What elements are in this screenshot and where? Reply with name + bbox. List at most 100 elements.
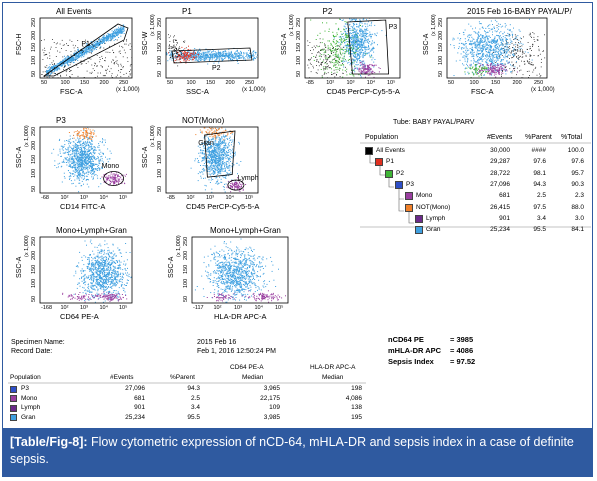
hier-row-parent: 2.5 [536,192,546,200]
plot-5-yscale: (x 1,000) [24,125,30,147]
hier-row-name: Gran [426,226,441,234]
plot-4-xtick: 150 [491,80,501,86]
hier-row-events: 25,234 [490,226,510,234]
plot-4-ytick: 50 [438,70,444,77]
plot-2-ytick: 100 [157,55,163,65]
plot-4-title: 2015 Feb 16-BABY PAYAL/P/ [467,7,572,16]
plot-6-yscale: (x 1,000) [150,125,156,147]
plot-2-xtick: 250 [245,80,255,86]
plot-2-xscale: (x 1,000) [242,87,266,93]
hier-swatch [405,203,413,212]
summary-value: = 3985 [450,335,474,344]
plot-8-frame [191,236,289,304]
hier-row-total: 97.6 [571,158,584,166]
plot-5-ytick: 50 [31,185,37,192]
plot-8-xtick: 10⁴ [254,305,263,311]
hier-row-name: NOT(Mono) [416,203,451,211]
plot-7-xlabel: CD64 PE-A [60,312,99,321]
plot-7-ytick: 100 [31,278,37,288]
gate-mono [103,171,124,186]
plot-3-ylabel: SSC-A [281,33,288,56]
mono-cloud [469,62,518,78]
plot-8-points [194,238,286,303]
stats-row-events: 681 [134,394,145,402]
stats-swatch [10,385,17,393]
plot-3 [304,17,401,79]
stats-swatch [10,404,17,412]
hier-row-events: 28,722 [490,169,510,177]
hier-row-total: 3.0 [574,214,584,222]
plot-3-xtick: 10³ [346,80,355,86]
summary-label: mHLA-DR APC [388,346,442,355]
plot-8-xtick: 10² [213,305,222,311]
hier-header-total: %Total [561,134,583,141]
hier-row-name: Lymph [426,214,446,222]
plot-1-ytick: 150 [31,42,37,52]
stats-row-name: Gran [21,413,36,421]
gate-label-p1: P1 [81,40,90,48]
plot-1-xtick: 50 [41,80,48,86]
summary-value: = 97.52 [450,357,476,366]
plot-6-ylabel: SSC-A [142,146,149,168]
stats-row-parent: 3.4 [190,404,200,411]
summary-label: nCD64 PE [388,335,424,344]
plot-4-xlabel: FSC-A [471,87,494,96]
orange-cloud [68,127,97,140]
stats-row-events: 27,096 [125,385,145,392]
plot-4-yscale: (x 1,000) [431,14,437,36]
hier-row-total: 90.3 [571,180,584,188]
stats-row-name: Lymph [21,404,41,411]
hier-swatch [415,226,423,235]
plot-7-ytick: 200 [31,250,37,260]
tube-label: Tube: BABY PAYAL/PARV [393,119,475,126]
plot-5 [39,126,133,194]
plot-5-ytick: 200 [31,140,37,150]
plot-8 [191,236,289,304]
plot-4-ytick: 100 [438,55,444,65]
gate-p1 [42,23,129,77]
stats-header: #Events [110,374,134,381]
hier-row-parent: 97.6 [533,158,546,166]
gran-cloud [194,238,279,303]
plot-5-xtick: 10⁵ [119,195,128,201]
caption-text: Flow cytometric expression of nCD-64, mH… [10,435,574,466]
stats-header-line1: HLA-DR APC-A [310,364,356,371]
flow-plots [39,17,548,304]
gran-cloud [190,128,242,193]
plot-7-xtick: 10³ [80,305,88,311]
plot-5-ytick: 150 [31,154,37,164]
plot-1-xtick: 100 [60,80,70,86]
summary-value: = 4086 [450,346,474,355]
plot-7-ytick: 50 [31,295,37,302]
plot-7 [39,236,133,304]
plot-1 [39,17,133,79]
plot-2-xtick: 150 [206,80,216,86]
plot-6-ytick: 200 [157,140,163,150]
debris-cloud [492,25,547,78]
plot-4-points [450,18,547,78]
plot-8-ytick: 150 [183,264,189,274]
mono-cloud [95,291,128,302]
hier-row-total: 100.0 [567,147,584,154]
plot-4-ytick: 250 [438,17,444,27]
plot-6-ytick: 250 [157,126,163,136]
hier-swatch [415,214,423,223]
hier-swatch [385,169,393,178]
plot-8-title: Mono+Lymph+Gran [210,226,281,235]
gate-label-lymph: Lymph [237,174,259,182]
plot-6-ytick: 150 [157,154,163,164]
plot-5-ytick: 250 [31,126,37,136]
plot-1-ytick: 50 [31,70,37,77]
plot-6-points [190,127,247,193]
plot-8-xlabel: HLA-DR APC-A [214,312,267,321]
hier-row-total: 88.0 [571,203,584,211]
plot-3-ytick: 50 [296,70,302,77]
plot-5-frame [39,126,133,194]
plot-2-ytick: 50 [157,70,163,77]
debris-cloud [307,38,357,78]
stats-row-parent: 2.5 [190,394,200,402]
plot-2-xtick: 200 [225,80,235,86]
plot-6-ytick: 50 [157,185,163,192]
plot-3-frame [304,17,401,79]
stats-row-cd64: 3,985 [263,413,280,421]
